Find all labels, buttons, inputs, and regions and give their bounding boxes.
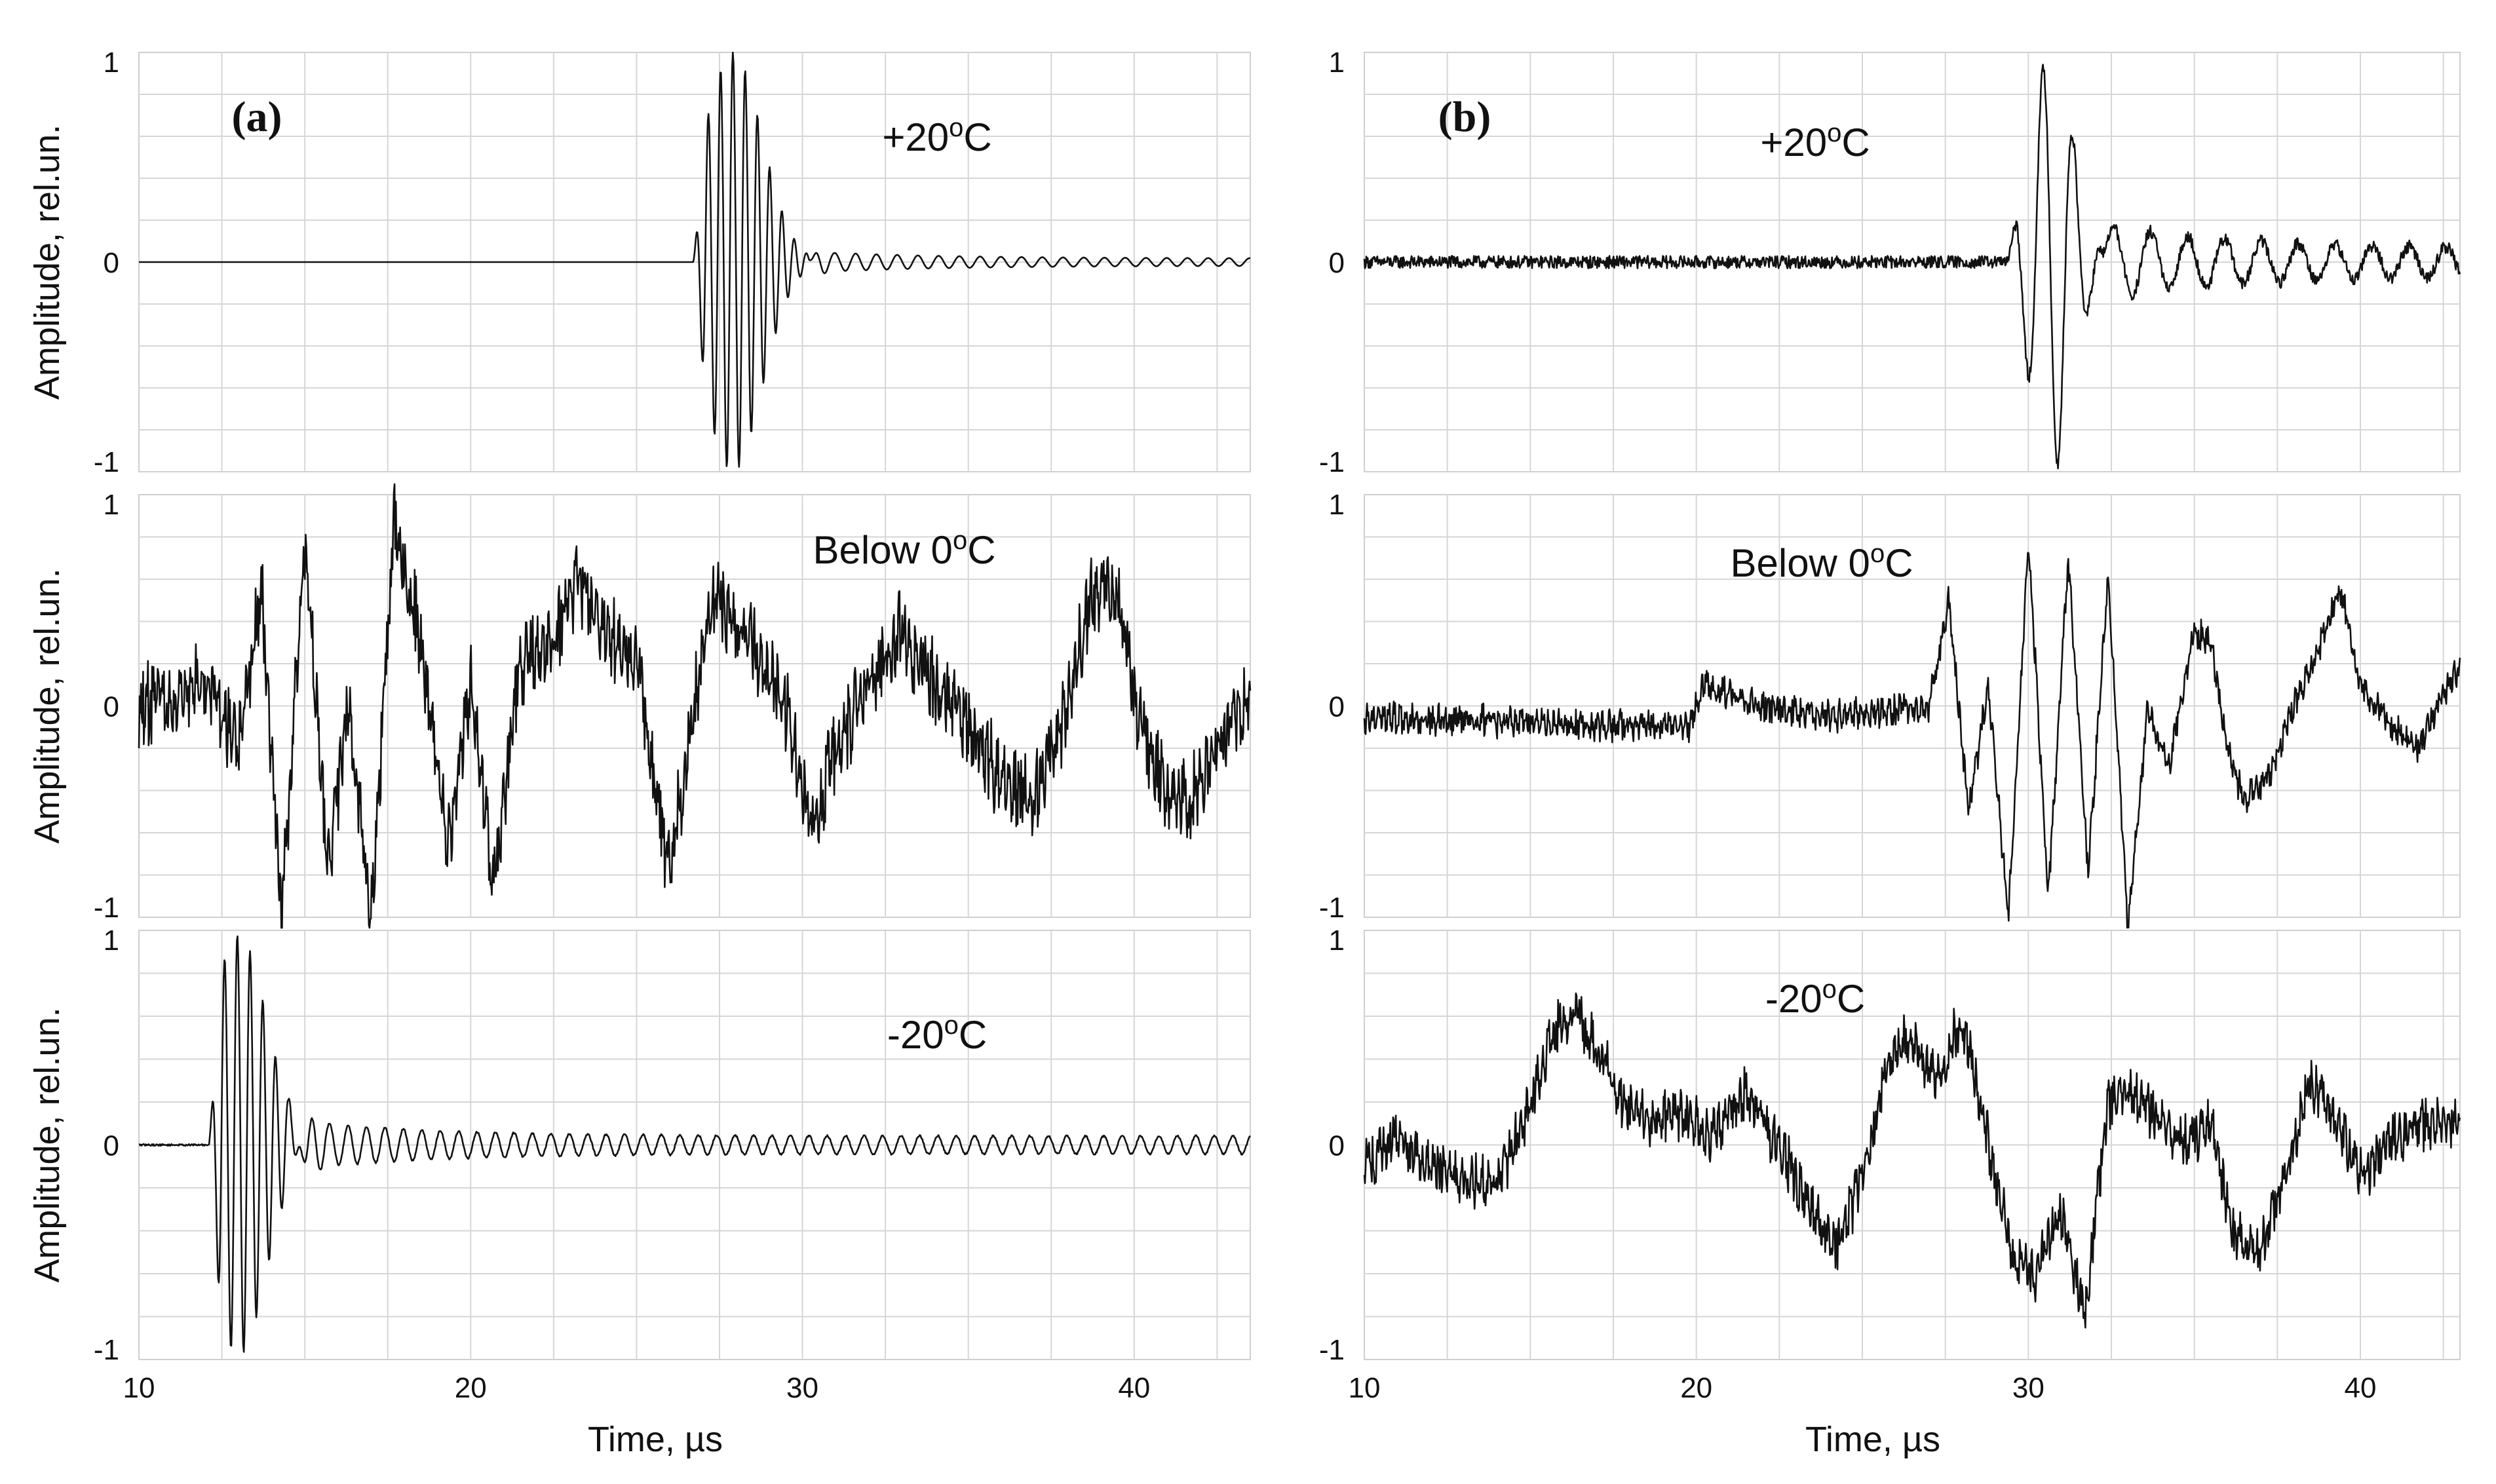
grid (139, 930, 1250, 1360)
series-label-text: -20 (887, 1013, 944, 1057)
y-tick-label: 0 (1329, 247, 1345, 279)
y-tick-label: 1 (1329, 47, 1345, 79)
series-label-superscript: o (1827, 119, 1841, 147)
series-label: +20oC (1760, 119, 1870, 164)
y-tick-label: -1 (94, 446, 119, 478)
series-label-unit: C (1837, 977, 1865, 1021)
series-label-unit: C (1885, 541, 1913, 585)
series-line (1363, 552, 2461, 929)
series-label-superscript: o (949, 113, 963, 142)
x-tick-label: 40 (1118, 1372, 1150, 1404)
grid (1364, 930, 2460, 1360)
subplot-b-1: 1 0 -1 +20oC (1319, 47, 2461, 478)
grid (1364, 495, 2460, 917)
series-label-unit: C (1841, 121, 1870, 164)
series-label: -20oC (887, 1011, 987, 1057)
series-line (1363, 64, 2461, 470)
series-label-superscript: o (944, 1011, 959, 1040)
y-tick-label: 0 (104, 247, 119, 279)
x-tick-label: 20 (1680, 1372, 1712, 1404)
grid (1364, 52, 2460, 472)
y-tick-label: 0 (104, 691, 119, 723)
y-tick-label: 1 (104, 489, 119, 521)
subplot-b-2: 1 0 -1 Below 0oC (1319, 489, 2461, 929)
series-label: -20oC (1765, 975, 1865, 1021)
series-line (138, 935, 1251, 1353)
y-tick-label: -1 (1319, 892, 1345, 924)
series-label-superscript: o (953, 526, 967, 555)
series-label: Below 0oC (1730, 539, 1913, 585)
series-label-text: Below 0 (813, 528, 952, 572)
y-tick-label: 1 (104, 47, 119, 79)
y-tick-label: 1 (1329, 489, 1345, 521)
y-tick-label: 0 (1329, 691, 1345, 723)
x-axis-label: Time, µs (588, 1420, 723, 1459)
series-label-unit: C (967, 528, 995, 572)
y-tick-label: -1 (1319, 1334, 1345, 1366)
panel-label: (b) (1438, 93, 1491, 141)
y-tick-label: 0 (104, 1130, 119, 1162)
y-axis-label: Amplitude, rel.un. (28, 124, 67, 400)
y-tick-label: -1 (1319, 446, 1345, 478)
series-label: Below 0oC (813, 526, 995, 572)
y-tick-label: 0 (1329, 1130, 1345, 1162)
x-tick-label: 30 (2012, 1372, 2045, 1404)
series-label-text: Below 0 (1730, 541, 1870, 585)
series-label-superscript: o (1822, 975, 1837, 1004)
y-axis-label: Amplitude, rel.un. (28, 1007, 67, 1282)
series-label-unit: C (963, 115, 991, 159)
x-tick-label: 40 (2345, 1372, 2377, 1404)
x-axis-label: Time, µs (1805, 1420, 1940, 1459)
series-line (138, 51, 1251, 468)
panel-label: (a) (232, 93, 282, 141)
y-tick-label: 1 (104, 924, 119, 957)
series-label: +20oC (882, 113, 991, 159)
y-tick-label: -1 (94, 892, 119, 924)
x-tick-label: 20 (455, 1372, 487, 1404)
y-tick-label: -1 (94, 1334, 119, 1366)
subplot-b-3: 1 0 -1 -20oC (1319, 924, 2461, 1366)
series-line (1363, 992, 2461, 1329)
x-tick-label: 10 (123, 1372, 155, 1404)
subplot-a-2: 1 0 -1 Amplitude, rel.un. Below 0oC (28, 483, 1252, 929)
series-label-unit: C (959, 1013, 987, 1057)
series-line (138, 483, 1252, 929)
series-label-superscript: o (1870, 539, 1885, 568)
series-label-text: +20 (882, 115, 949, 159)
subplot-a-1: 1 0 -1 Amplitude, rel.un. +20oC (28, 47, 1251, 478)
series-label-text: +20 (1760, 121, 1827, 164)
x-tick-label: 10 (1349, 1372, 1381, 1404)
y-axis-label: Amplitude, rel.un. (28, 568, 67, 843)
subplot-a-3: 1 0 -1 Amplitude, rel.un. -20oC (28, 924, 1251, 1366)
x-tick-label: 30 (786, 1372, 818, 1404)
series-label-text: -20 (1765, 977, 1822, 1021)
y-tick-label: 1 (1329, 924, 1345, 957)
